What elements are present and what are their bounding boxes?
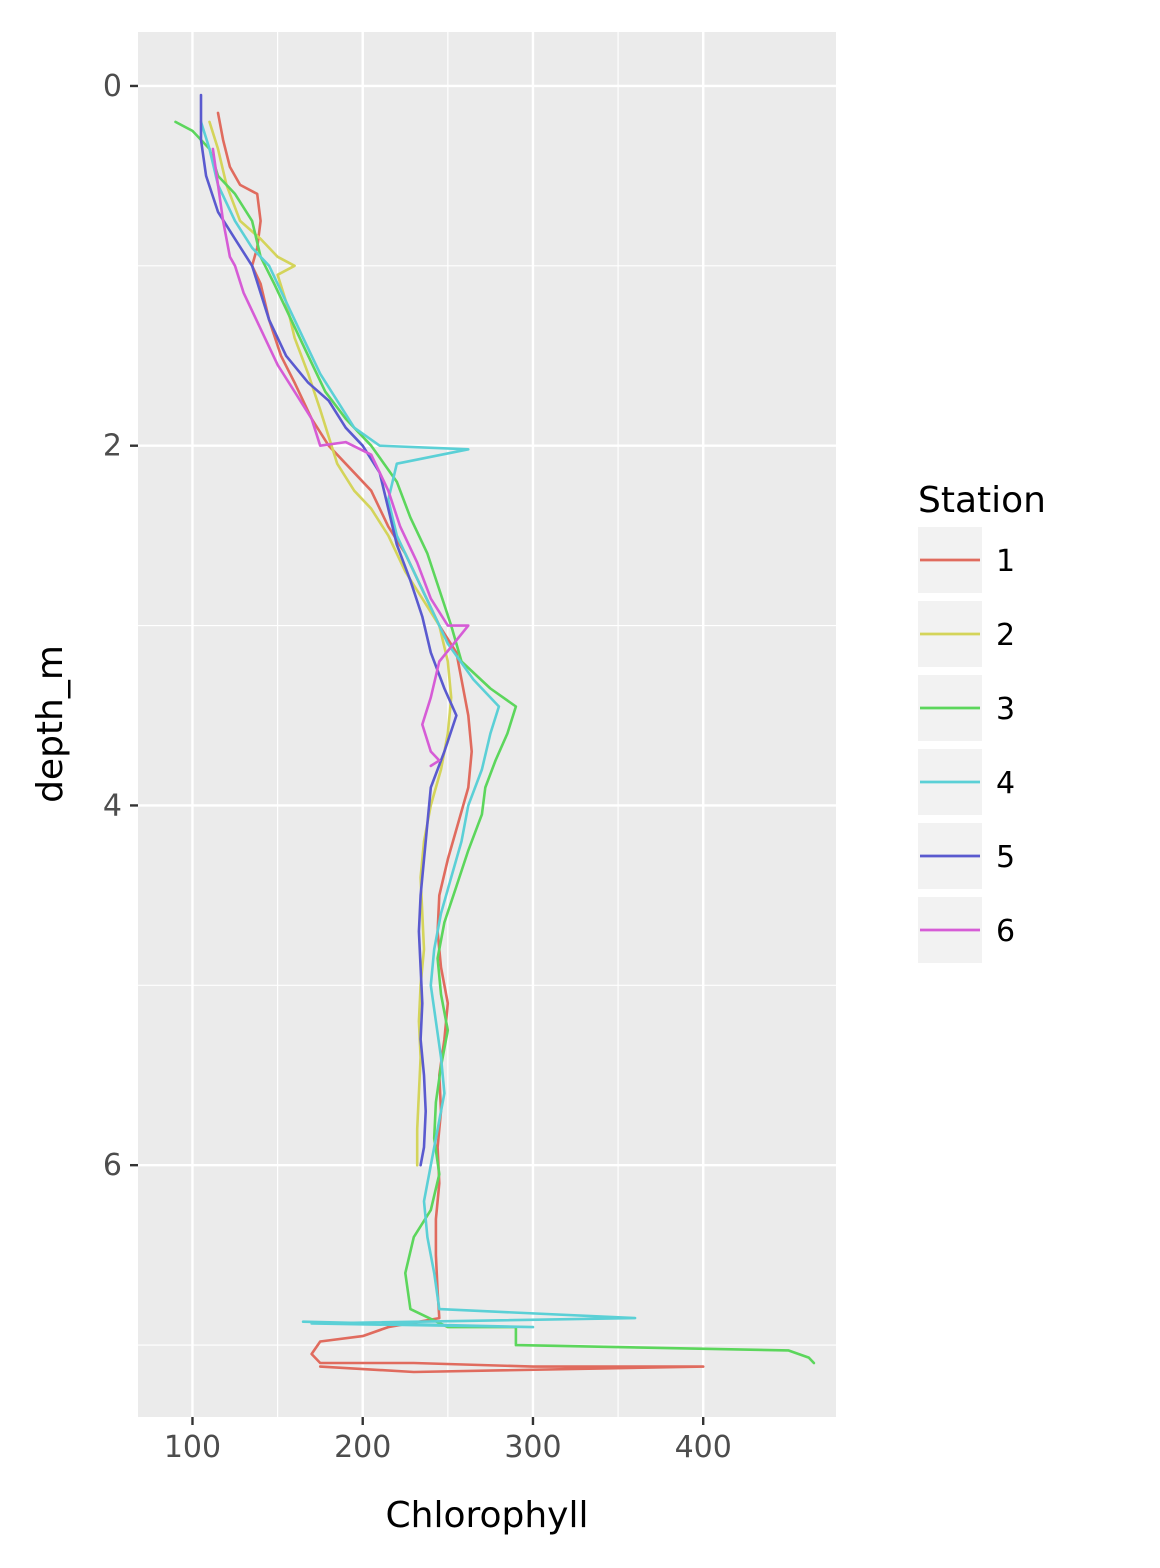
- y-axis: 0 2 4 6: [103, 69, 138, 1183]
- x-tick-label: 100: [164, 1430, 221, 1465]
- x-tick-label: 200: [334, 1430, 391, 1465]
- series-line-station-5: [199, 93, 458, 1167]
- plot-panel: [138, 32, 836, 1417]
- x-axis: 100 200 300 400: [164, 1417, 732, 1465]
- grid-minor: [138, 32, 836, 1417]
- y-tick-label: 2: [103, 429, 122, 464]
- y-axis-title: depth_m: [30, 645, 71, 803]
- legend-label-1: 1: [996, 544, 1015, 579]
- series-layer: [174, 93, 816, 1374]
- legend-label-4: 4: [996, 766, 1015, 801]
- series-line-station-1: [216, 111, 705, 1374]
- y-tick-label: 0: [103, 69, 122, 104]
- x-axis-title: Chlorophyll: [386, 1495, 589, 1536]
- x-tick-label: 300: [504, 1430, 561, 1465]
- legend-label-5: 5: [996, 840, 1015, 875]
- series-line-station-3: [174, 120, 816, 1365]
- legend-title: Station: [918, 480, 1046, 521]
- legend: Station 1 2 3 4 5 6: [918, 480, 1046, 963]
- y-tick-label: 4: [103, 788, 122, 823]
- x-tick-label: 400: [675, 1430, 732, 1465]
- legend-label-3: 3: [996, 692, 1015, 727]
- legend-label-6: 6: [996, 914, 1015, 949]
- legend-items: 1 2 3 4 5 6: [918, 527, 1015, 963]
- grid-major: [138, 32, 836, 1417]
- series-line-station-4: [199, 120, 637, 1329]
- series-line-station-2: [208, 120, 453, 1167]
- legend-label-2: 2: [996, 618, 1015, 653]
- series-line-station-6: [211, 147, 470, 768]
- y-tick-label: 6: [103, 1148, 122, 1183]
